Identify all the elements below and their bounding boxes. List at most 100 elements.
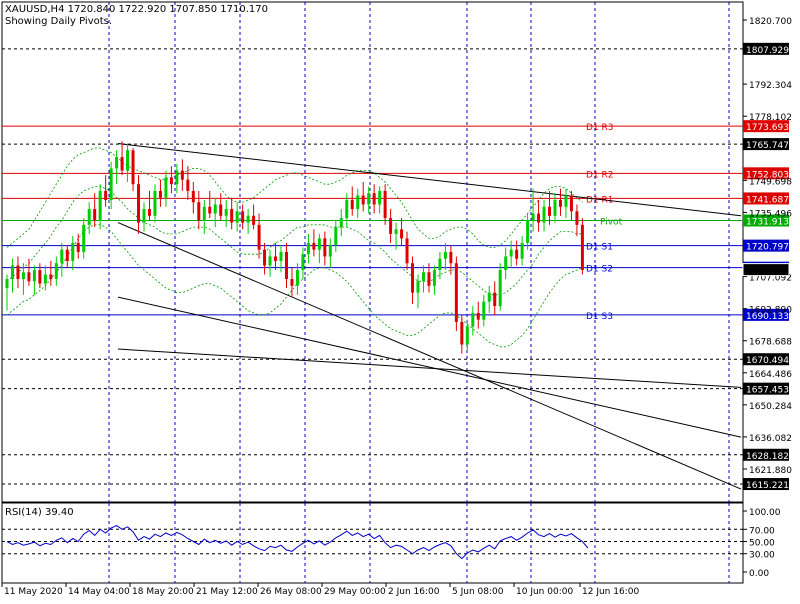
main-frame bbox=[1, 1, 744, 503]
candle-body bbox=[241, 211, 245, 223]
candle-body bbox=[378, 190, 382, 205]
candle-body bbox=[71, 242, 75, 261]
candle-body bbox=[339, 218, 343, 228]
y-tick-label: 1820.700 bbox=[749, 17, 792, 27]
pivot-tag bbox=[743, 308, 789, 321]
candle-body bbox=[252, 215, 256, 225]
candle-body bbox=[274, 256, 278, 261]
candle-body bbox=[263, 249, 267, 266]
x-tick-label: 18 May 20:00 bbox=[132, 587, 194, 597]
candle-body bbox=[27, 272, 31, 282]
x-tick-label: 11 May 2020 bbox=[4, 587, 63, 597]
pivot-tag-text: 1741.687 bbox=[746, 195, 789, 205]
y-tick-label: 1650.284 bbox=[749, 402, 792, 412]
candle-body bbox=[389, 218, 393, 234]
pivot-label: D1 S1 bbox=[586, 243, 613, 253]
level-tag-text: 1628.182 bbox=[746, 452, 789, 462]
envelope-mid bbox=[6, 185, 583, 296]
trendline bbox=[117, 348, 742, 388]
candle-body bbox=[158, 190, 162, 198]
pivot-tag-text: 1731.913 bbox=[746, 218, 789, 228]
candle-body bbox=[208, 206, 212, 214]
pivot-label: D1 R1 bbox=[586, 195, 614, 205]
rsi-line bbox=[6, 525, 589, 560]
candle-body bbox=[542, 206, 546, 223]
level-tag-text: 1670.494 bbox=[746, 356, 789, 366]
pivot-tag bbox=[743, 239, 789, 252]
envelope-band bbox=[6, 224, 583, 348]
candle-body bbox=[290, 279, 294, 286]
y-tick-label: 1749.698 bbox=[749, 177, 792, 187]
candle-body bbox=[504, 256, 508, 270]
y-tick-label: 1664.486 bbox=[749, 370, 792, 380]
candle-body bbox=[356, 195, 360, 210]
candle-body bbox=[537, 213, 541, 223]
candle-body bbox=[564, 195, 568, 207]
pivot-tag bbox=[743, 192, 789, 205]
candle-body bbox=[498, 269, 502, 307]
y-tick-label: 1678.688 bbox=[749, 338, 792, 348]
trendline bbox=[117, 143, 742, 217]
candle-body bbox=[16, 265, 20, 280]
x-tick-label: 2 Jun 16:00 bbox=[388, 587, 440, 597]
candle-body bbox=[482, 301, 486, 320]
candle-body bbox=[443, 251, 447, 259]
level-tag bbox=[743, 478, 789, 491]
candle-body bbox=[421, 272, 425, 282]
rsi-y-tick-label: 30.00 bbox=[749, 551, 775, 561]
x-tick-label: 10 Jun 00:00 bbox=[516, 587, 573, 597]
candle-body bbox=[186, 179, 190, 191]
candle-body bbox=[147, 209, 151, 216]
candle-body bbox=[60, 249, 64, 264]
candle-body bbox=[32, 269, 36, 282]
candle-body bbox=[345, 199, 349, 219]
candle-body bbox=[471, 312, 475, 327]
candle-body bbox=[317, 238, 321, 250]
candle-body bbox=[515, 249, 519, 259]
candle-body bbox=[295, 269, 299, 286]
envelope-band bbox=[6, 147, 583, 248]
candle-body bbox=[279, 251, 283, 261]
candle-body bbox=[120, 157, 124, 171]
candle-body bbox=[493, 292, 497, 307]
candle-body bbox=[553, 199, 557, 216]
x-tick-label: 26 May 08:00 bbox=[260, 587, 322, 597]
candle-body bbox=[427, 272, 431, 286]
pivot-label: D1 R2 bbox=[586, 170, 614, 180]
candle-body bbox=[21, 272, 25, 280]
candle-body bbox=[230, 209, 234, 223]
candle-body bbox=[180, 170, 184, 180]
candle-body bbox=[383, 190, 387, 219]
symbol-info: XAUUSD,H4 1720.840 1722.920 1707.850 171… bbox=[5, 4, 269, 15]
candle-body bbox=[43, 274, 47, 284]
level-tag bbox=[743, 138, 789, 151]
current-price-tag bbox=[742, 263, 790, 277]
pivot-label: Pivot bbox=[600, 218, 623, 228]
level-tag bbox=[743, 448, 789, 461]
candle-body bbox=[312, 242, 316, 250]
y-tick-label: 1636.082 bbox=[749, 434, 792, 444]
trendline bbox=[117, 296, 742, 438]
candle-body bbox=[169, 177, 173, 185]
rsi-y-tick-label: 70.00 bbox=[749, 526, 775, 536]
pivot-label: D1 R3 bbox=[586, 123, 614, 133]
candle-body bbox=[411, 263, 415, 293]
candle-body bbox=[465, 326, 469, 345]
x-tick-label: 21 May 12:00 bbox=[196, 587, 258, 597]
candle-body bbox=[361, 195, 365, 205]
y-tick-label: 1792.304 bbox=[749, 81, 792, 91]
candle-body bbox=[246, 215, 250, 223]
x-tick-label: 29 May 00:00 bbox=[324, 587, 386, 597]
candle-body bbox=[137, 184, 141, 223]
candle-body bbox=[400, 229, 404, 239]
candle-body bbox=[224, 209, 228, 216]
candle-body bbox=[454, 263, 458, 322]
rsi-title: RSI(14) 39.40 bbox=[5, 507, 74, 518]
candle-body bbox=[191, 190, 195, 203]
candle-body bbox=[487, 292, 491, 302]
candle-body bbox=[558, 199, 562, 207]
candle-body bbox=[531, 213, 535, 221]
candle-body bbox=[323, 238, 327, 257]
